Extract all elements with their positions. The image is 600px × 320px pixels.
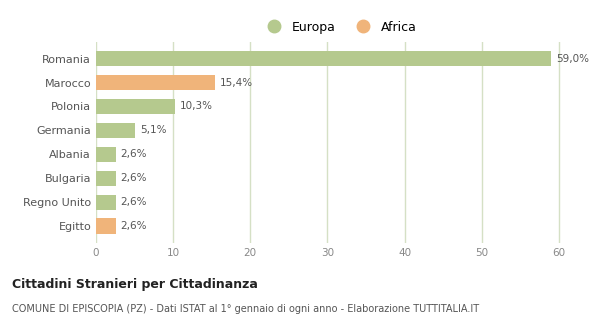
Legend: Europa, Africa: Europa, Africa <box>257 16 421 39</box>
Text: COMUNE DI EPISCOPIA (PZ) - Dati ISTAT al 1° gennaio di ogni anno - Elaborazione : COMUNE DI EPISCOPIA (PZ) - Dati ISTAT al… <box>12 304 479 314</box>
Text: 5,1%: 5,1% <box>140 125 166 135</box>
Text: 59,0%: 59,0% <box>556 53 589 64</box>
Text: 2,6%: 2,6% <box>121 221 147 231</box>
Text: Cittadini Stranieri per Cittadinanza: Cittadini Stranieri per Cittadinanza <box>12 278 258 292</box>
Bar <box>96 219 116 234</box>
Text: 2,6%: 2,6% <box>121 173 147 183</box>
Bar <box>96 51 551 66</box>
Bar <box>96 195 116 210</box>
Text: 2,6%: 2,6% <box>121 197 147 207</box>
Bar <box>96 123 136 138</box>
Bar <box>96 171 116 186</box>
Text: 2,6%: 2,6% <box>121 149 147 159</box>
Text: 10,3%: 10,3% <box>180 101 213 111</box>
Bar <box>96 75 215 90</box>
Text: 15,4%: 15,4% <box>220 77 253 87</box>
Bar <box>96 147 116 162</box>
Bar <box>96 99 175 114</box>
